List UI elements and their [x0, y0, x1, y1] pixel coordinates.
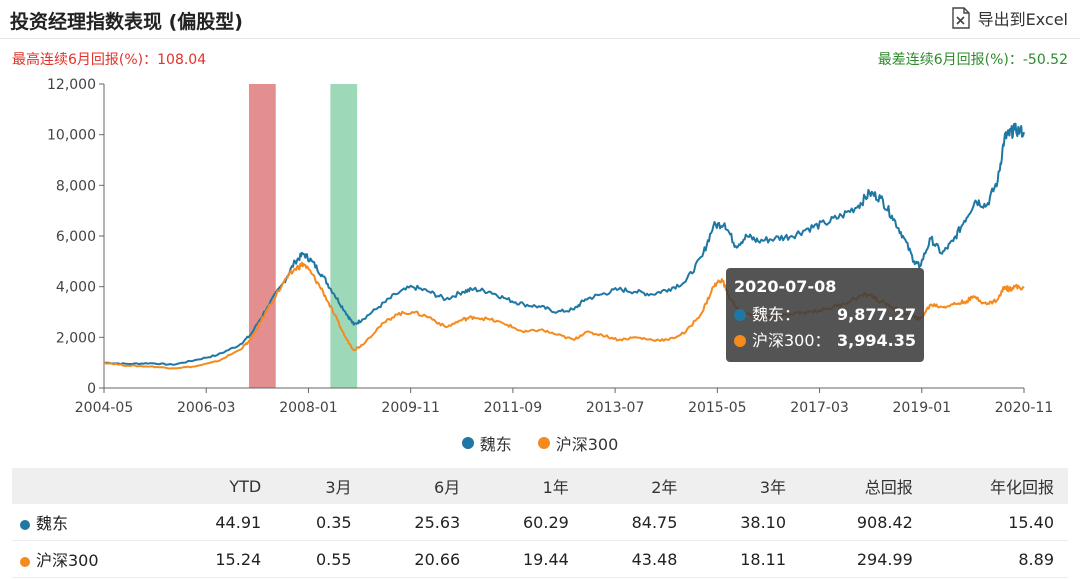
table-cell: 15.40	[926, 504, 1068, 541]
x-tick-label: 2019-01	[893, 400, 952, 416]
table-cell: 84.75	[582, 504, 692, 541]
row-dot-fund	[20, 519, 30, 530]
row-name: 魏东	[36, 514, 69, 533]
tooltip-label: 沪深300：	[752, 331, 831, 350]
y-tick-label: 0	[87, 381, 96, 397]
y-tick-label: 10,000	[47, 128, 96, 144]
best-period-band	[248, 84, 276, 388]
tooltip-date: 2020-07-08	[734, 277, 836, 296]
table-cell: 44.91	[166, 504, 276, 541]
x-tick-label: 2015-05	[688, 400, 747, 416]
y-tick-label: 6,000	[56, 229, 96, 245]
best-6m-return: 最高连续6月回报(%)：108.04	[12, 52, 207, 68]
table-cell: 0.55	[275, 540, 366, 578]
table-header-cell	[12, 468, 167, 504]
x-tick-label: 2011-09	[484, 400, 543, 416]
table-cell: 0.35	[275, 504, 366, 541]
table-row: 沪深300 15.24 0.55 20.66 19.44 43.48 18.11…	[12, 540, 1068, 578]
table-header-cell: 2年	[582, 468, 692, 504]
y-tick-label: 12,000	[47, 77, 96, 93]
table-header-cell: YTD	[166, 468, 276, 504]
legend-dot-index	[537, 437, 550, 449]
tooltip-dot	[734, 309, 746, 321]
x-tick-label: 2004-05	[75, 400, 134, 416]
y-tick-label: 8,000	[56, 178, 96, 194]
table-cell: 15.24	[166, 540, 276, 578]
worst-period-band	[330, 84, 358, 388]
table-cell: 294.99	[800, 540, 927, 578]
legend-dot-fund	[461, 437, 474, 449]
x-tick-label: 2009-11	[381, 400, 440, 416]
table-row: 魏东 44.91 0.35 25.63 60.29 84.75 38.10 90…	[12, 504, 1068, 541]
table-cell: 25.63	[365, 504, 475, 541]
page-title: 投资经理指数表现 (偏股型)	[10, 11, 243, 33]
table-header-cell: 6月	[365, 468, 475, 504]
x-tick-label: 2013-07	[586, 400, 645, 416]
legend-label-fund: 魏东	[479, 435, 512, 454]
legend-item-index[interactable]: 沪深300	[537, 431, 619, 455]
table-cell: 8.89	[926, 540, 1068, 578]
chart-legend: 魏东 沪深300	[0, 431, 1080, 455]
y-tick-label: 4,000	[56, 280, 96, 296]
table-cell: 60.29	[474, 504, 583, 541]
x-tick-label: 2020-11	[995, 400, 1054, 416]
tooltip-box	[726, 268, 924, 362]
table-cell: 19.44	[474, 540, 583, 578]
performance-chart[interactable]: 0 2,000 4,000 6,000 8,000 10,000 12,000 2004-05…	[0, 68, 1080, 418]
tooltip-label: 魏东：	[752, 305, 800, 324]
table-header-cell: 3年	[691, 468, 801, 504]
table-header-cell: 年化回报	[926, 468, 1068, 504]
table-header-cell: 总回报	[800, 468, 927, 504]
table-header-cell: 3月	[275, 468, 366, 504]
table-cell: 18.11	[691, 540, 801, 578]
row-name-cell: 魏东	[12, 504, 167, 541]
table-header-row: YTD 3月 6月 1年 2年 3年 总回报 年化回报	[12, 468, 1068, 504]
x-tick-label: 2017-03	[790, 400, 849, 416]
table-cell: 38.10	[691, 504, 801, 541]
header: 投资经理指数表现 (偏股型) 导出到Excel	[0, 0, 1080, 39]
worst-6m-return: 最差连续6月回报(%)：-50.52	[877, 52, 1068, 68]
series-line-fund[interactable]	[103, 122, 1025, 366]
legend-label-index: 沪深300	[555, 435, 619, 454]
tooltip-value: 3,994.35	[837, 331, 916, 350]
export-label: 导出到Excel	[977, 10, 1068, 29]
excel-file-icon	[951, 7, 970, 29]
tooltip-value: 9,877.27	[837, 305, 916, 324]
table-header-cell: 1年	[474, 468, 583, 504]
tooltip-dot	[734, 335, 746, 347]
row-dot-index	[20, 556, 30, 567]
table-cell: 43.48	[582, 540, 692, 578]
legend-item-fund[interactable]: 魏东	[461, 431, 512, 455]
row-name-cell: 沪深300	[12, 540, 167, 578]
performance-table: YTD 3月 6月 1年 2年 3年 总回报 年化回报 魏东 44.91 0.3…	[12, 468, 1068, 578]
table-cell: 20.66	[365, 540, 475, 578]
y-tick-label: 2,000	[56, 330, 96, 346]
x-tick-label: 2006-03	[177, 400, 236, 416]
x-tick-label: 2008-01	[279, 400, 338, 416]
export-excel-button[interactable]: 导出到Excel	[951, 6, 1068, 30]
table-cell: 908.42	[800, 504, 927, 541]
row-name: 沪深300	[36, 551, 99, 570]
